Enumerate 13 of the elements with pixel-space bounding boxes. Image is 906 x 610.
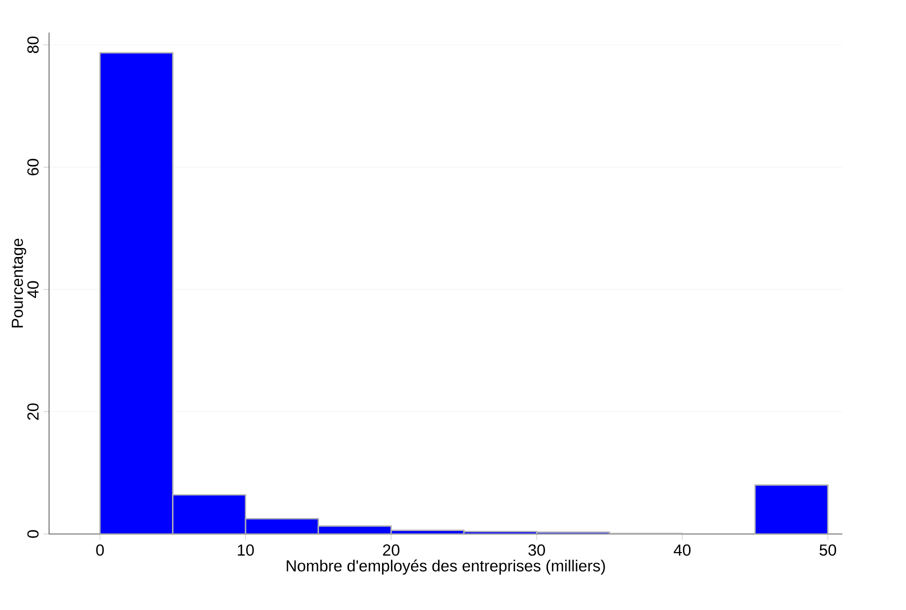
x-tick-label: 50 [820,544,836,556]
y-tick-label: 20 [27,403,39,420]
x-tick-label: 40 [674,544,691,556]
y-tick-label: 60 [27,158,39,176]
x-tick-label: 10 [238,544,254,556]
x-tick-label: 30 [528,544,545,556]
x-tick-label: 20 [383,544,400,556]
y-axis-title: Pourcentage [12,238,26,328]
x-axis-title: Nombre d'employés des entreprises (milliers) [286,560,605,575]
x-tick-label: 0 [96,544,104,556]
y-tick-label: 40 [27,281,39,298]
y-tick-label: 80 [27,36,39,54]
y-tick-label: 0 [27,530,39,538]
